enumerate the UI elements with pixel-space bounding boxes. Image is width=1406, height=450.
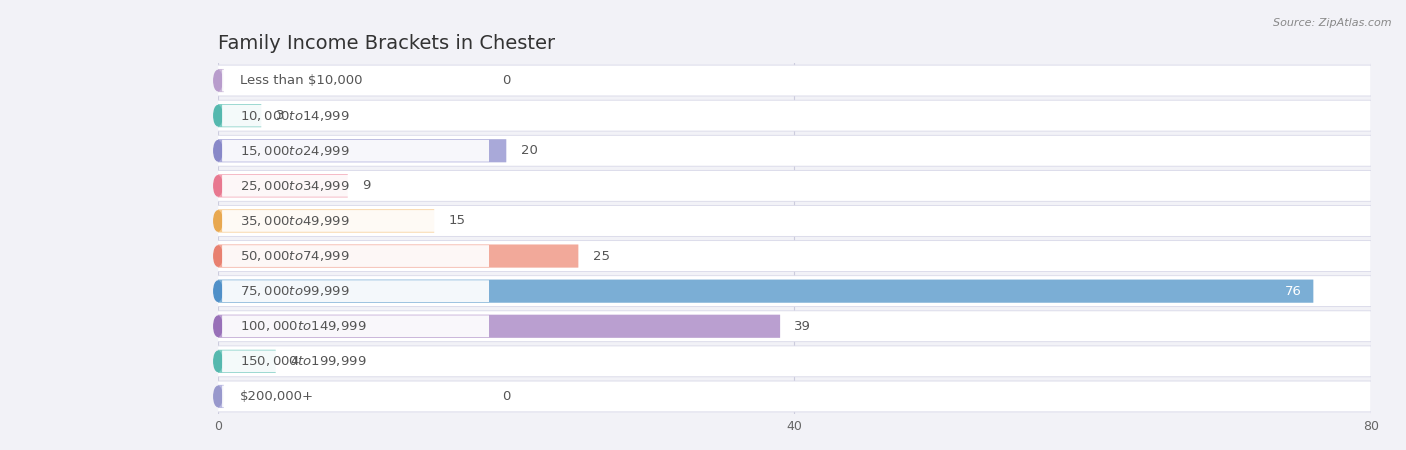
FancyBboxPatch shape bbox=[222, 245, 489, 267]
Text: 15: 15 bbox=[449, 215, 465, 227]
FancyBboxPatch shape bbox=[218, 279, 1313, 303]
FancyBboxPatch shape bbox=[222, 105, 489, 126]
FancyBboxPatch shape bbox=[218, 385, 224, 408]
FancyBboxPatch shape bbox=[218, 311, 1371, 342]
Circle shape bbox=[214, 316, 222, 336]
FancyBboxPatch shape bbox=[222, 280, 489, 302]
Text: 9: 9 bbox=[363, 180, 370, 192]
FancyBboxPatch shape bbox=[218, 104, 262, 127]
Circle shape bbox=[214, 71, 222, 90]
Circle shape bbox=[214, 106, 222, 126]
FancyBboxPatch shape bbox=[222, 315, 489, 337]
Circle shape bbox=[214, 176, 222, 196]
FancyBboxPatch shape bbox=[218, 244, 578, 268]
Circle shape bbox=[214, 351, 222, 371]
Text: $75,000 to $99,999: $75,000 to $99,999 bbox=[239, 284, 349, 298]
FancyBboxPatch shape bbox=[222, 175, 489, 197]
Text: 76: 76 bbox=[1285, 285, 1302, 297]
Text: 3: 3 bbox=[276, 109, 284, 122]
Circle shape bbox=[214, 281, 222, 301]
Text: 0: 0 bbox=[502, 74, 510, 87]
Text: $100,000 to $149,999: $100,000 to $149,999 bbox=[239, 319, 366, 333]
FancyBboxPatch shape bbox=[218, 69, 224, 92]
Text: $25,000 to $34,999: $25,000 to $34,999 bbox=[239, 179, 349, 193]
Text: Source: ZipAtlas.com: Source: ZipAtlas.com bbox=[1274, 18, 1392, 28]
Text: Family Income Brackets in Chester: Family Income Brackets in Chester bbox=[218, 34, 555, 53]
Text: $50,000 to $74,999: $50,000 to $74,999 bbox=[239, 249, 349, 263]
Circle shape bbox=[214, 141, 222, 161]
FancyBboxPatch shape bbox=[218, 350, 276, 373]
FancyBboxPatch shape bbox=[218, 206, 1371, 236]
FancyBboxPatch shape bbox=[218, 171, 1371, 201]
Text: 25: 25 bbox=[592, 250, 610, 262]
Text: 39: 39 bbox=[794, 320, 811, 333]
Circle shape bbox=[214, 387, 222, 406]
FancyBboxPatch shape bbox=[218, 241, 1371, 271]
Circle shape bbox=[214, 246, 222, 266]
FancyBboxPatch shape bbox=[218, 276, 1371, 306]
Text: $200,000+: $200,000+ bbox=[239, 390, 314, 403]
FancyBboxPatch shape bbox=[218, 315, 780, 338]
FancyBboxPatch shape bbox=[218, 209, 434, 233]
FancyBboxPatch shape bbox=[222, 140, 489, 162]
FancyBboxPatch shape bbox=[222, 351, 489, 372]
FancyBboxPatch shape bbox=[218, 100, 1371, 131]
FancyBboxPatch shape bbox=[222, 386, 489, 407]
Text: 4: 4 bbox=[290, 355, 298, 368]
Text: 20: 20 bbox=[520, 144, 537, 157]
FancyBboxPatch shape bbox=[218, 346, 1371, 377]
Text: Less than $10,000: Less than $10,000 bbox=[239, 74, 363, 87]
FancyBboxPatch shape bbox=[222, 210, 489, 232]
Text: 0: 0 bbox=[502, 390, 510, 403]
FancyBboxPatch shape bbox=[218, 381, 1371, 412]
Circle shape bbox=[214, 211, 222, 231]
FancyBboxPatch shape bbox=[222, 70, 489, 91]
FancyBboxPatch shape bbox=[218, 174, 347, 198]
Text: $10,000 to $14,999: $10,000 to $14,999 bbox=[239, 108, 349, 123]
Text: $15,000 to $24,999: $15,000 to $24,999 bbox=[239, 144, 349, 158]
FancyBboxPatch shape bbox=[218, 65, 1371, 96]
FancyBboxPatch shape bbox=[218, 135, 1371, 166]
Text: $150,000 to $199,999: $150,000 to $199,999 bbox=[239, 354, 366, 369]
Text: $35,000 to $49,999: $35,000 to $49,999 bbox=[239, 214, 349, 228]
FancyBboxPatch shape bbox=[218, 139, 506, 162]
